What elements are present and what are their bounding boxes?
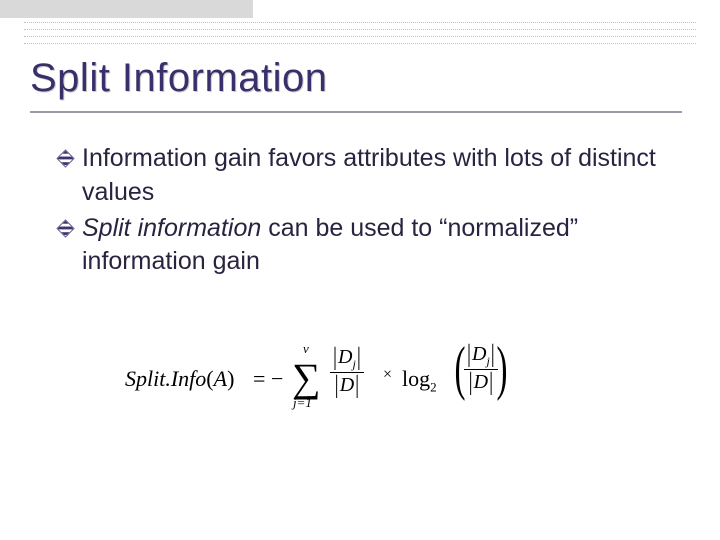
log-base-2: log2 xyxy=(402,366,437,395)
sigma-symbol: ∑ xyxy=(292,354,321,401)
diamond-bullet-icon xyxy=(58,151,74,167)
title-underline xyxy=(30,111,682,113)
split-info-formula: Split.Info(A) = − ∑ v j=1 |Dj| |D| × log… xyxy=(125,330,585,430)
bullet-item: Information gain favors attributes with … xyxy=(82,142,670,210)
times-symbol: × xyxy=(383,366,392,384)
bullet-text-run: Split information xyxy=(82,214,261,242)
slide-title: Split Information xyxy=(30,56,328,101)
header-accent-bar xyxy=(0,0,253,18)
sigma-lower: j=1 xyxy=(293,395,312,411)
dotted-row xyxy=(24,29,696,31)
fraction-dj-over-d: |Dj| |D| xyxy=(330,347,364,395)
formula-lhs: Split.Info(A) xyxy=(125,366,234,392)
bullet-list: Information gain favors attributes with … xyxy=(82,142,670,281)
dotted-row xyxy=(24,43,696,45)
bullet-item: Split information can be used to “normal… xyxy=(82,212,670,280)
log-argument: ( |Dj| |D| ) xyxy=(450,338,512,398)
equals-sign: = xyxy=(253,366,265,392)
bullet-text-run: Information gain favors attributes with … xyxy=(82,144,656,206)
diamond-bullet-icon xyxy=(58,220,74,236)
dotted-row xyxy=(24,22,696,24)
sigma-upper: v xyxy=(303,341,309,357)
dotted-row xyxy=(24,36,696,38)
negative-sign: − xyxy=(271,366,283,392)
